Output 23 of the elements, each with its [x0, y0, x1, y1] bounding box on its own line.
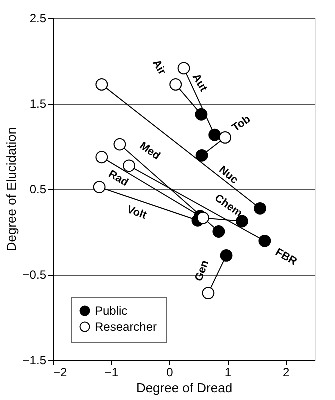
annotation: Gen [193, 258, 212, 284]
annotation: Volt [125, 204, 149, 222]
annotation: Nuc [216, 164, 240, 187]
x-tick-label: 0 [166, 366, 174, 380]
x-tick-label: −2 [54, 366, 68, 380]
annotation: FBR [273, 246, 300, 268]
y-tick-label: −1.5 [22, 354, 47, 368]
annotation: Med [137, 140, 162, 163]
x-tick-label: −1 [104, 366, 119, 380]
annotation: Air [150, 58, 168, 78]
y-tick-label: 1.5 [30, 97, 47, 111]
y-tick-label: 0.5 [30, 182, 47, 196]
x-axis-title: Degree of Dread [136, 380, 233, 396]
x-tick-label: 2 [283, 366, 290, 380]
y-tick-label: −0.5 [22, 268, 47, 282]
y-tick-label: 2.5 [30, 12, 47, 26]
legend-label: Public [95, 304, 128, 318]
annotation: Aut [190, 72, 210, 94]
y-axis-title: Degree of Elucidation [4, 127, 19, 252]
x-tick-label: 1 [224, 366, 232, 380]
legend-label: Researcher [95, 320, 158, 334]
annotation: Rad [106, 168, 130, 190]
annotation: Tob [230, 113, 254, 134]
